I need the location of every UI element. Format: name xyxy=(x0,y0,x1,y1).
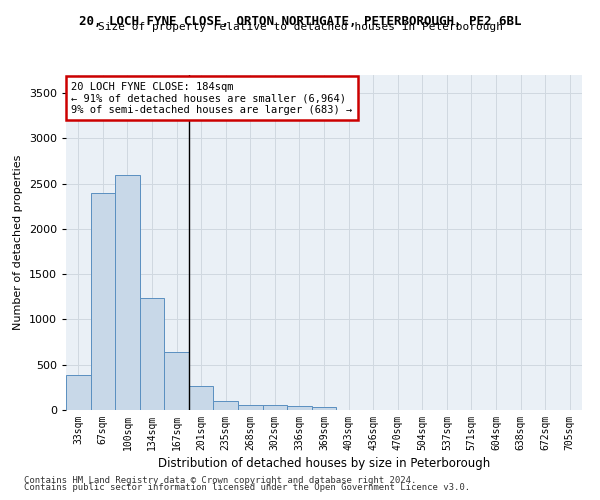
Text: Contains public sector information licensed under the Open Government Licence v3: Contains public sector information licen… xyxy=(24,484,470,492)
Bar xyxy=(214,402,238,410)
X-axis label: Distribution of detached houses by size in Peterborough: Distribution of detached houses by size … xyxy=(158,457,490,470)
Y-axis label: Number of detached properties: Number of detached properties xyxy=(13,155,23,330)
Bar xyxy=(238,404,263,410)
Bar xyxy=(66,374,91,410)
Bar xyxy=(140,298,164,410)
Bar xyxy=(287,406,312,410)
Bar xyxy=(91,192,115,410)
Bar xyxy=(115,174,140,410)
Bar xyxy=(189,386,214,410)
Text: 20, LOCH FYNE CLOSE, ORTON NORTHGATE, PETERBOROUGH, PE2 6BL: 20, LOCH FYNE CLOSE, ORTON NORTHGATE, PE… xyxy=(79,15,521,28)
Bar xyxy=(312,408,336,410)
Text: 20 LOCH FYNE CLOSE: 184sqm
← 91% of detached houses are smaller (6,964)
9% of se: 20 LOCH FYNE CLOSE: 184sqm ← 91% of deta… xyxy=(71,82,352,115)
Text: Contains HM Land Registry data © Crown copyright and database right 2024.: Contains HM Land Registry data © Crown c… xyxy=(24,476,416,485)
Bar xyxy=(263,405,287,410)
Bar xyxy=(164,352,189,410)
Text: Size of property relative to detached houses in Peterborough: Size of property relative to detached ho… xyxy=(97,22,503,32)
